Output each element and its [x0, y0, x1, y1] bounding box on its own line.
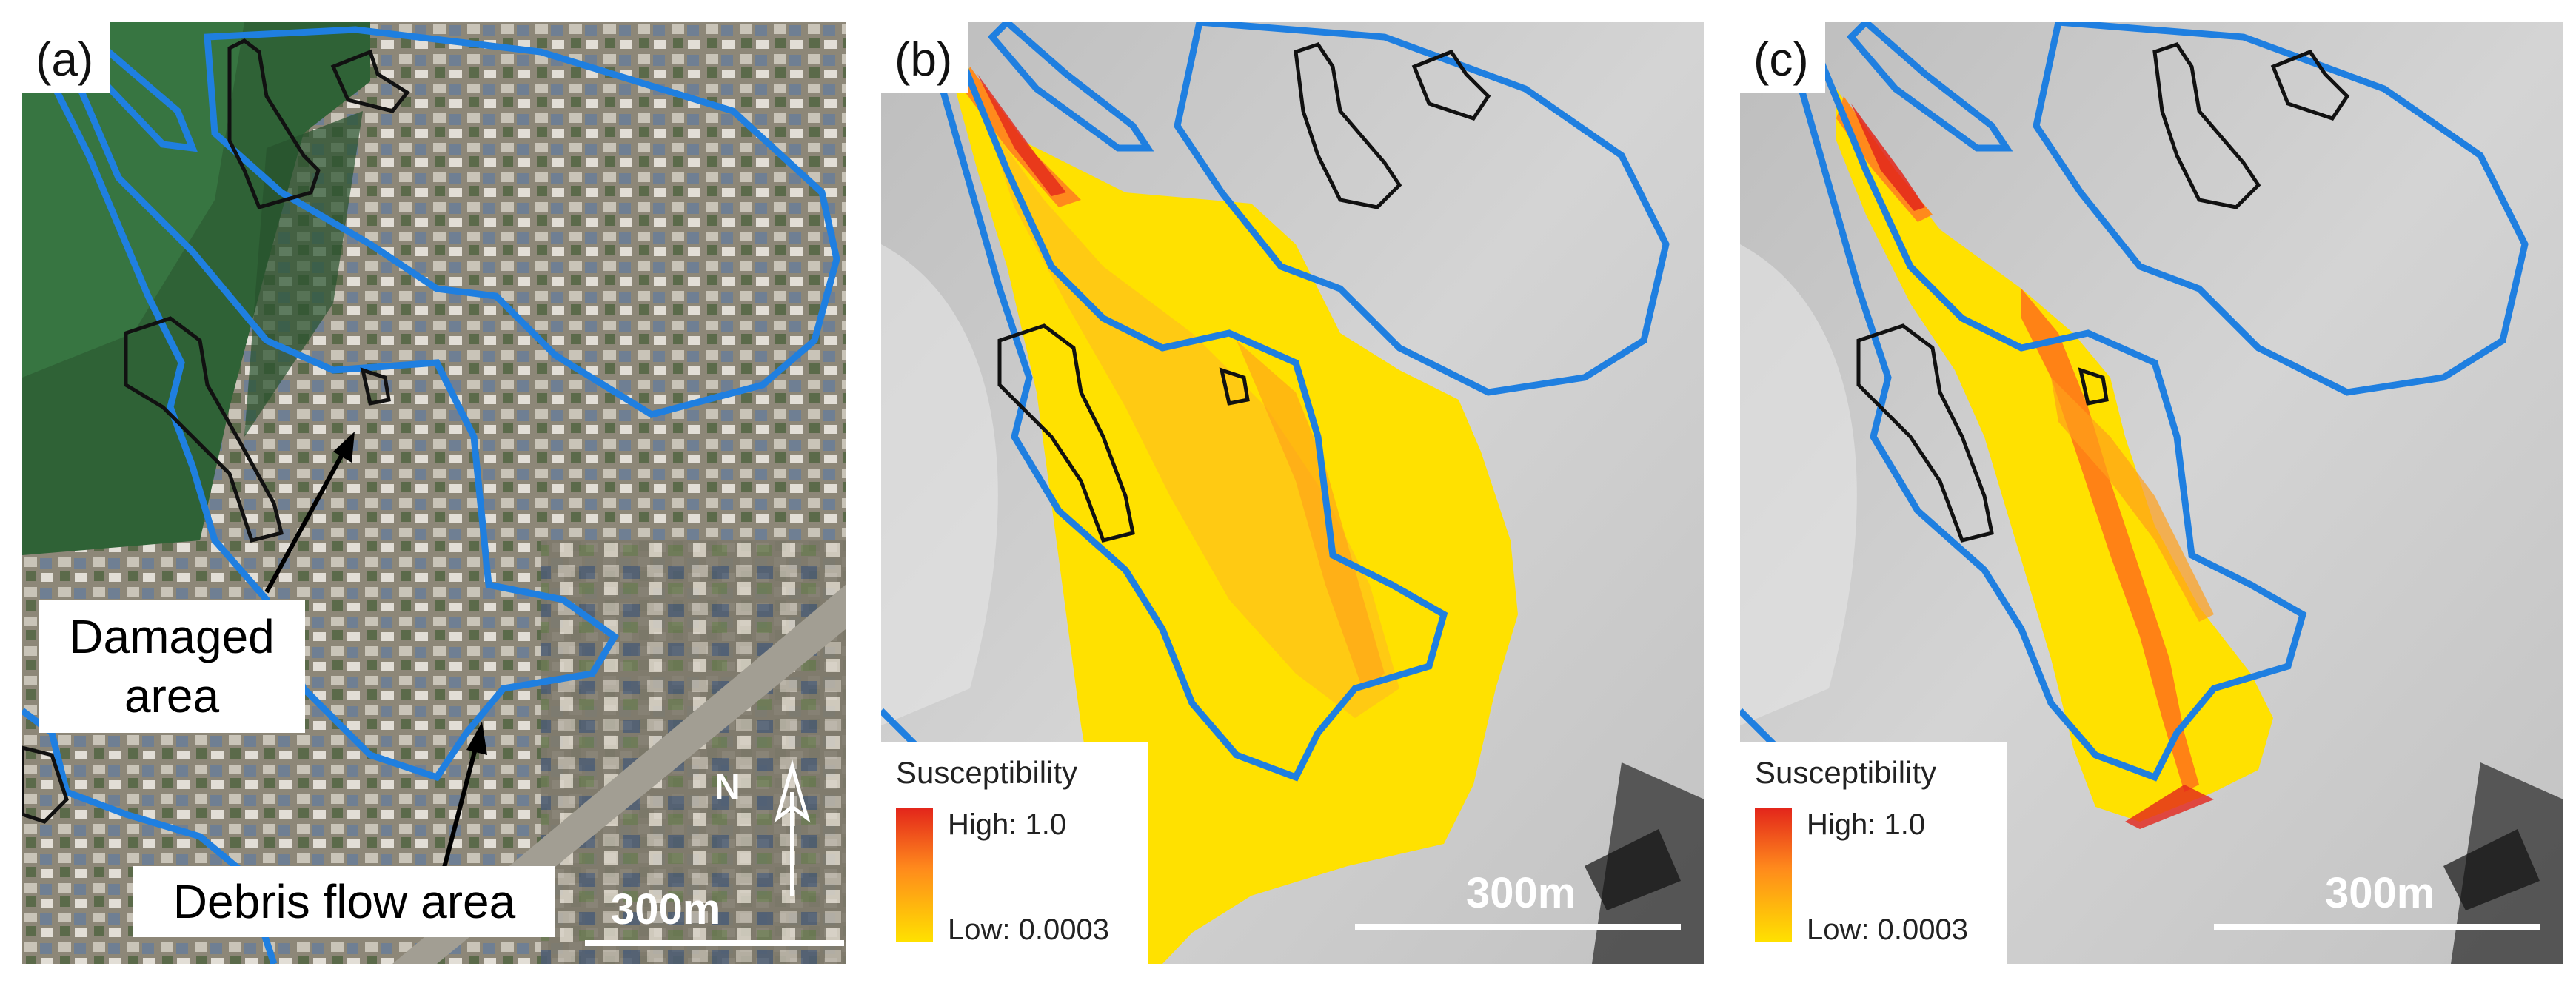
- panel-label-a: (a): [22, 22, 110, 93]
- scale-bar-a: [585, 940, 844, 946]
- scale-bar-text-b: 300m: [1466, 869, 1576, 917]
- susceptibility-map-c: [1740, 22, 2563, 964]
- legend-color-ramp-b: [896, 808, 933, 942]
- damaged-area-arrow-head: [333, 432, 355, 463]
- legend-high-c: High: 1.0: [1807, 808, 1926, 841]
- legend-c: Susceptibility High: 1.0 Low: 0.0003: [1740, 742, 2007, 964]
- legend-low-c: Low: 0.0003: [1807, 913, 1968, 946]
- legend-low-b: Low: 0.0003: [948, 913, 1109, 946]
- scale-bar-c: [2214, 924, 2540, 930]
- debris-flow-area-callout: Debris flow area: [133, 866, 555, 937]
- legend-title-b: Susceptibility: [896, 755, 1078, 790]
- scale-bar-text-c: 300m: [2325, 869, 2435, 917]
- legend-color-ramp-c: [1755, 808, 1792, 942]
- panel-a-aerial-photo: (a) Damaged area Debris flow area N 300m: [22, 22, 846, 964]
- scale-bar-text-a: 300m: [611, 885, 721, 933]
- debris-flow-arrow-head: [466, 722, 487, 755]
- panel-label-c: (c): [1740, 22, 1825, 93]
- legend-b: Susceptibility High: 1.0 Low: 0.0003: [881, 742, 1148, 964]
- legend-high-b: High: 1.0: [948, 808, 1067, 841]
- north-label: N: [715, 768, 740, 807]
- damaged-area-arrow-line: [264, 446, 348, 594]
- legend-title-c: Susceptibility: [1755, 755, 1937, 790]
- aerial-map: [22, 22, 846, 964]
- panel-b-susceptibility-map: (b) Susceptibility High: 1.0 Low: 0.0003…: [881, 22, 1704, 964]
- panel-label-b: (b): [881, 22, 969, 93]
- north-arrow-icon: [774, 759, 811, 823]
- scale-bar-b: [1355, 924, 1681, 930]
- damaged-area-callout: Damaged area: [39, 600, 305, 733]
- panel-c-susceptibility-map: (c) Susceptibility High: 1.0 Low: 0.0003…: [1740, 22, 2563, 964]
